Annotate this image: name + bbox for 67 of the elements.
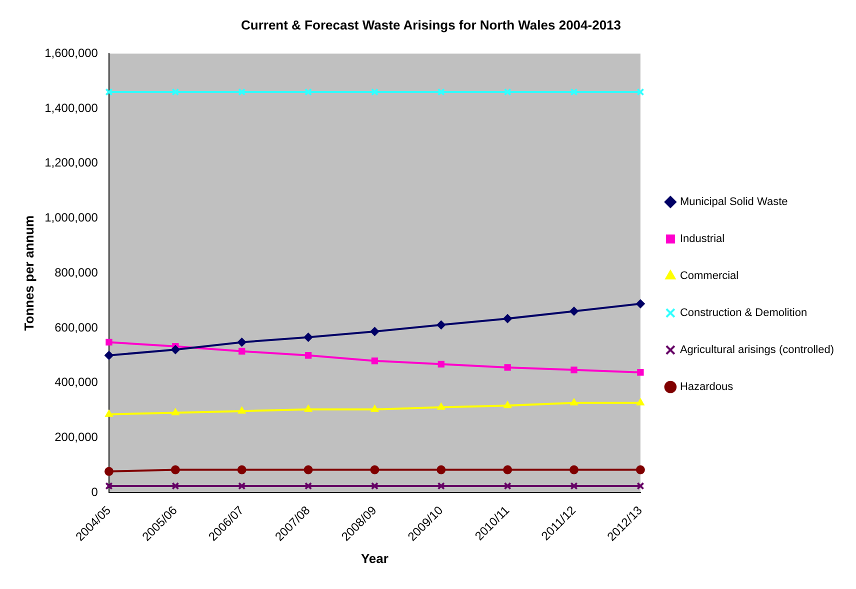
- y-tick-label: 1,600,000: [44, 46, 98, 60]
- legend-label: Commercial: [680, 270, 739, 282]
- point: [304, 332, 313, 342]
- point: [238, 482, 246, 490]
- point: [371, 358, 378, 364]
- point: [437, 482, 445, 490]
- point: [304, 404, 312, 412]
- point: [304, 88, 312, 96]
- point: [105, 410, 113, 417]
- point: [504, 482, 512, 490]
- y-axis-title: Tonnes per annum: [21, 215, 36, 331]
- point: [172, 482, 180, 490]
- point: [238, 406, 246, 414]
- point: [504, 364, 511, 371]
- x-axis-title: Year: [360, 550, 388, 566]
- point: [370, 482, 379, 490]
- point: [636, 398, 644, 406]
- point: [570, 482, 578, 490]
- legend-label: Hazardous: [680, 381, 734, 394]
- point: [170, 345, 180, 354]
- point: [172, 88, 180, 96]
- legend-label: Agricultural arisings (controlled): [680, 344, 834, 356]
- y-tick-label: 400,000: [54, 375, 98, 390]
- point: [104, 350, 114, 360]
- point: [570, 306, 579, 316]
- point: [304, 352, 312, 359]
- legend-label: Industrial: [680, 233, 725, 246]
- point: [637, 369, 644, 376]
- legend-label: Construction & Demolition: [680, 307, 808, 320]
- point: [436, 320, 446, 330]
- point: [370, 88, 379, 96]
- point: [503, 314, 512, 324]
- point: [104, 466, 114, 476]
- point: [437, 402, 446, 410]
- point: [304, 465, 313, 474]
- y-tick-label: 1,200,000: [44, 156, 98, 170]
- point: [436, 465, 446, 474]
- y-tick-label: 800,000: [54, 265, 98, 280]
- y-tick-label: 1,400,000: [44, 100, 98, 115]
- point: [171, 408, 180, 416]
- point: [238, 348, 246, 355]
- y-tick-label: 1,000,000: [44, 210, 98, 225]
- y-tick-label: 600,000: [54, 320, 98, 334]
- point: [438, 360, 444, 368]
- chart-title: Current & Forecast Waste Arisings for North Wales 2004-2013: [240, 17, 622, 32]
- point: [170, 465, 180, 474]
- point: [636, 465, 645, 474]
- point: [570, 88, 578, 96]
- point: [570, 465, 579, 474]
- point: [570, 398, 578, 406]
- point: [370, 404, 379, 412]
- point: [237, 465, 246, 474]
- point: [304, 482, 312, 490]
- point: [370, 465, 380, 474]
- y-tick-label: 200,000: [54, 430, 98, 444]
- point: [238, 88, 246, 96]
- point: [570, 366, 578, 374]
- point: [370, 327, 380, 336]
- point: [106, 338, 112, 346]
- point: [437, 88, 445, 96]
- point: [237, 338, 246, 347]
- y-tick-label: 0: [91, 484, 98, 499]
- point: [504, 401, 512, 408]
- point: [636, 299, 645, 308]
- point: [503, 465, 512, 474]
- point: [504, 88, 512, 96]
- legend-label: Municipal Solid Waste: [680, 196, 788, 208]
